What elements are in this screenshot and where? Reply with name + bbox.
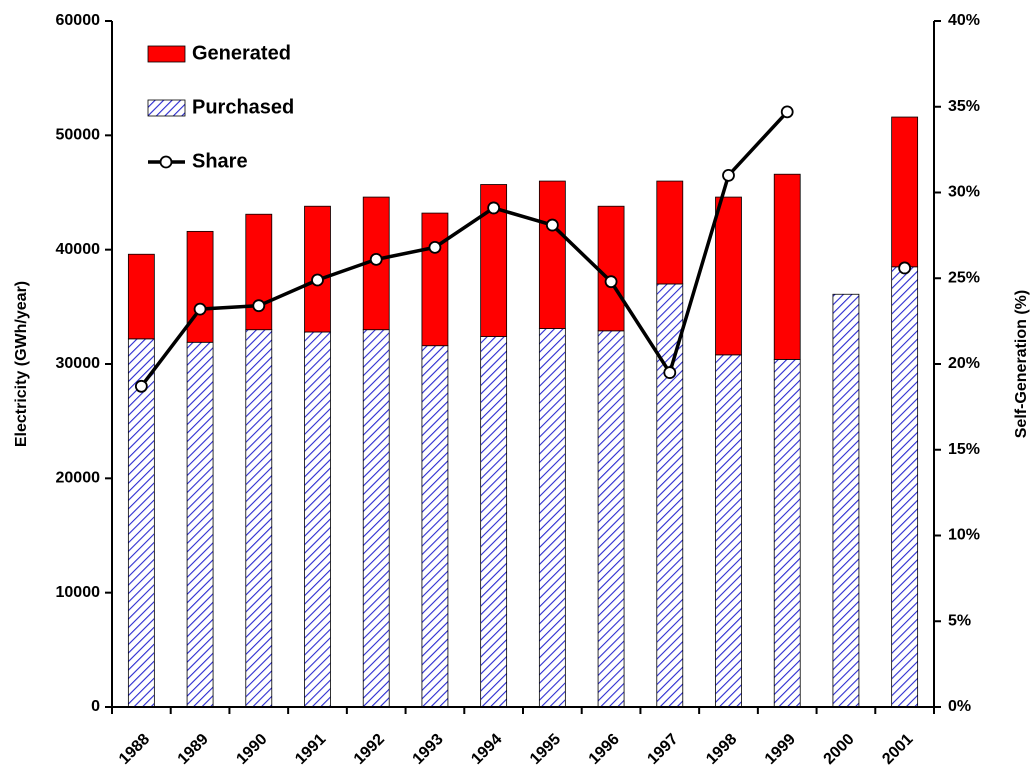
y2-axis-title: Self-Generation (%): [1013, 290, 1030, 438]
legend-label: Generated: [192, 42, 291, 64]
bar: [773, 359, 801, 708]
y-tick-label: 0: [91, 698, 100, 715]
share-point: [134, 379, 148, 393]
share-point: [545, 218, 559, 232]
y-tick-label: 10000: [56, 584, 101, 601]
y2-tick-label: 15%: [948, 441, 980, 458]
y2-tick-label: 0%: [948, 698, 971, 715]
share-point: [898, 261, 912, 275]
x-tick-label: 1990: [233, 731, 270, 768]
y2-tick-label: 20%: [948, 355, 980, 372]
x-tick-label: 1998: [703, 731, 740, 768]
bar: [597, 330, 625, 708]
bar: [832, 293, 860, 708]
legend-swatch: [147, 45, 186, 63]
share-point: [428, 240, 442, 254]
share-point: [604, 275, 618, 289]
share-point: [780, 105, 794, 119]
x-tick-label: 1992: [351, 731, 388, 768]
bar: [891, 266, 919, 708]
legend-swatch: [147, 99, 186, 117]
x-tick-label: 1989: [175, 731, 212, 768]
share-point: [722, 168, 735, 182]
bar: [186, 230, 214, 343]
bar: [891, 116, 919, 268]
y-tick-label: 50000: [56, 127, 101, 144]
x-tick-label: 1999: [762, 731, 799, 768]
y-tick-label: 20000: [56, 470, 101, 487]
x-tick-label: 1994: [468, 731, 505, 768]
bar: [773, 173, 801, 360]
legend-label: Purchased: [192, 96, 294, 118]
x-tick-label: 1993: [410, 731, 447, 768]
bar: [480, 336, 508, 708]
y2-tick-label: 25%: [948, 269, 980, 286]
share-point: [663, 366, 677, 379]
bar: [304, 331, 331, 708]
share-point: [487, 201, 501, 215]
bar: [421, 212, 449, 347]
bar: [245, 213, 273, 331]
y-axis-title: Electricity (GWh/year): [13, 281, 30, 447]
bar: [597, 205, 625, 332]
bar: [656, 180, 684, 285]
x-tick-label: 2001: [879, 731, 916, 768]
y-tick-label: 40000: [56, 241, 101, 258]
bar: [304, 205, 331, 333]
bar: [538, 328, 566, 708]
y2-tick-label: 30%: [948, 184, 980, 201]
bar: [127, 253, 155, 340]
bar: [245, 329, 273, 708]
x-tick-label: 1991: [292, 731, 329, 768]
y2-tick-label: 5%: [948, 612, 971, 629]
x-tick-label: 1997: [644, 731, 681, 768]
y-tick-label: 30000: [56, 355, 101, 372]
share-point: [252, 299, 266, 313]
share-point: [193, 302, 207, 316]
share-point: [311, 273, 324, 287]
y-tick-label: 60000: [56, 12, 101, 29]
y2-tick-label: 35%: [948, 98, 980, 115]
y2-tick-label: 40%: [948, 12, 980, 29]
x-tick-label: 2000: [821, 731, 858, 768]
legend-label: Share: [192, 150, 248, 172]
bar: [715, 354, 742, 708]
bar: [715, 196, 742, 356]
y2-tick-label: 10%: [948, 527, 980, 544]
bar: [421, 345, 449, 708]
x-tick-label: 1995: [527, 731, 564, 768]
bar: [127, 338, 155, 708]
bar: [186, 341, 214, 708]
x-tick-label: 1988: [116, 731, 153, 768]
bar: [538, 180, 566, 329]
share-point: [369, 252, 383, 266]
x-tick-label: 1996: [586, 731, 623, 768]
legend-marker: [159, 155, 173, 169]
bar: [362, 329, 390, 708]
